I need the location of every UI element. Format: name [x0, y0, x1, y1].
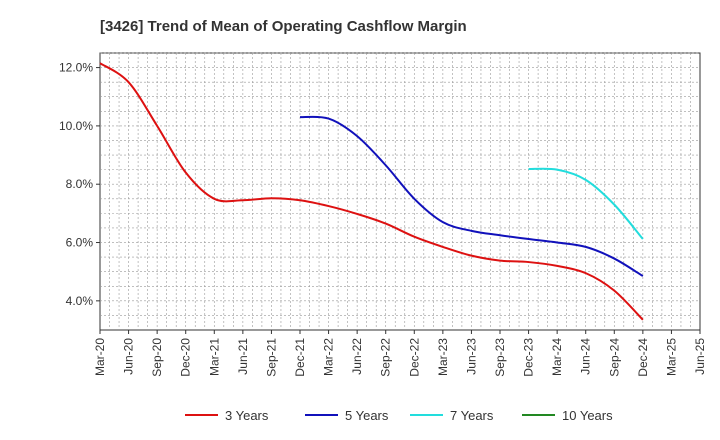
x-tick-label: Sep-24	[607, 338, 621, 377]
y-tick-label: 6.0%	[66, 236, 94, 250]
y-axis: 4.0% 6.0% 8.0% 10.0% 12.0%	[59, 61, 100, 308]
x-tick-label: Dec-23	[522, 338, 536, 377]
y-tick-label: 8.0%	[66, 177, 94, 191]
x-tick-label: Mar-21	[207, 338, 221, 376]
x-tick-label: Mar-24	[550, 338, 564, 376]
legend-label-3-years: 3 Years	[225, 408, 269, 423]
grid-lines	[100, 52, 700, 330]
y-tick-label: 12.0%	[59, 61, 93, 75]
x-tick-label: Sep-21	[264, 338, 278, 377]
x-tick-label: Dec-22	[407, 338, 421, 377]
series-line-5-years	[299, 115, 644, 277]
series-line-3-years	[99, 62, 644, 321]
x-tick-label: Mar-22	[322, 338, 336, 376]
legend: 3 Years 5 Years 7 Years 10 Years	[185, 408, 613, 423]
x-tick-label: Jun-25	[693, 338, 707, 375]
series-lines	[99, 62, 644, 321]
x-tick-label: Jun-24	[579, 338, 593, 375]
x-tick-label: Jun-20	[122, 338, 136, 375]
chart-title: [3426] Trend of Mean of Operating Cashfl…	[100, 18, 467, 35]
x-tick-label: Jun-23	[464, 338, 478, 375]
x-tick-label: Mar-20	[93, 338, 107, 376]
x-tick-label: Jun-22	[350, 338, 364, 375]
legend-label-5-years: 5 Years	[345, 408, 389, 423]
x-tick-label: Mar-23	[436, 338, 450, 376]
y-tick-label: 4.0%	[66, 294, 94, 308]
x-tick-label: Dec-24	[636, 338, 650, 377]
x-tick-label: Mar-25	[664, 338, 678, 376]
y-tick-label: 10.0%	[59, 119, 93, 133]
x-tick-label: Dec-20	[179, 338, 193, 377]
x-tick-label: Dec-21	[293, 338, 307, 377]
x-tick-label: Sep-23	[493, 338, 507, 377]
legend-label-7-years: 7 Years	[450, 408, 494, 423]
x-tick-label: Jun-21	[236, 338, 250, 375]
legend-label-10-years: 10 Years	[562, 408, 613, 423]
x-tick-label: Sep-20	[150, 338, 164, 377]
series-line-7-years	[528, 167, 644, 240]
x-tick-label: Sep-22	[379, 338, 393, 377]
x-axis: Mar-20 Jun-20 Sep-20 Dec-20 Mar-21 Jun-21 Sep-…	[93, 330, 707, 377]
